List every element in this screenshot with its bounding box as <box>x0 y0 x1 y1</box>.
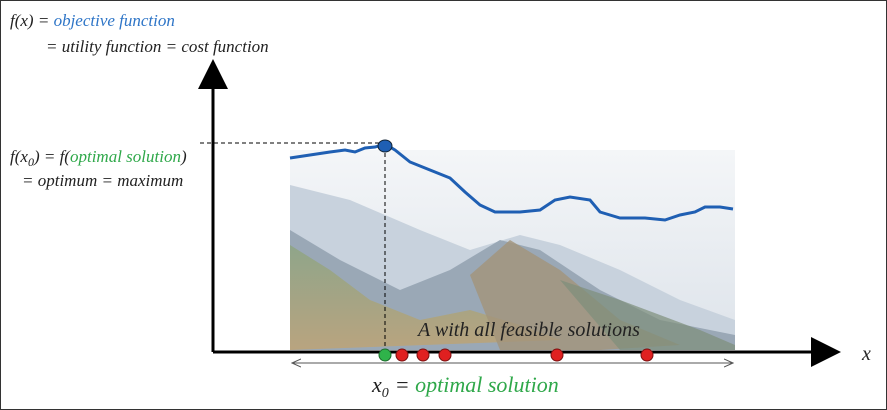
feasible-set-label: A with all feasible solutions <box>416 319 640 341</box>
solution-label: x0 = optimal solution <box>371 372 559 401</box>
text-part: x <box>371 372 382 397</box>
optimum-synonyms: = optimum = maximum <box>22 171 183 190</box>
feasible-point <box>641 349 653 361</box>
text-part: f(x <box>10 147 28 166</box>
objective-name: objective function <box>54 11 175 30</box>
text-part: ) = f( <box>33 147 71 166</box>
text-part: ) <box>180 147 187 166</box>
optimum-point <box>378 140 392 152</box>
subscript: 0 <box>382 386 389 401</box>
objective-synonyms: = utility function = cost function <box>46 37 269 56</box>
objective-lhs: f(x) = <box>10 11 49 30</box>
feasible-point <box>417 349 429 361</box>
optimum-label: f(x0) = f(optimal solution) <box>10 147 187 169</box>
optimum-name: optimal solution <box>70 147 181 166</box>
feasible-point <box>439 349 451 361</box>
objective-label: f(x) = objective function <box>10 11 175 30</box>
text-part: = <box>395 372 410 397</box>
x-axis-label: x <box>861 343 871 365</box>
optimal-point <box>379 349 391 361</box>
diagram: f(x) = objective function = utility func… <box>0 0 887 410</box>
feasible-point <box>551 349 563 361</box>
feasible-point <box>396 349 408 361</box>
solution-name: optimal solution <box>415 372 559 397</box>
